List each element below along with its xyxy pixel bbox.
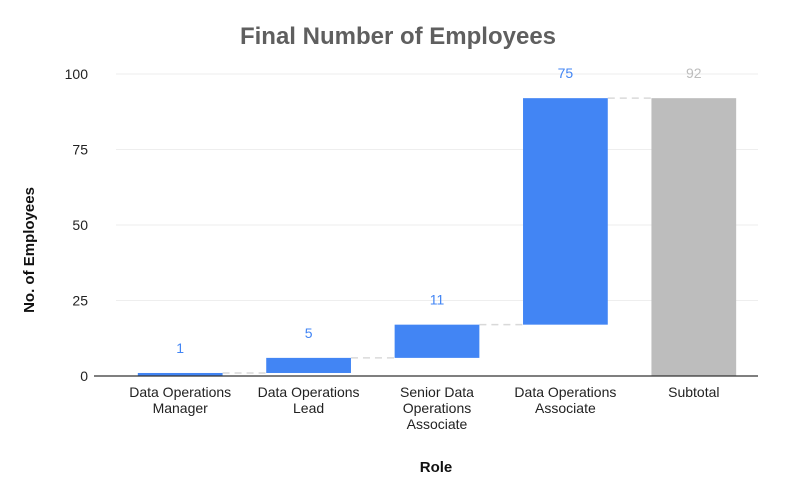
- y-axis-title: No. of Employees: [21, 187, 38, 313]
- x-tick-label: Data Operations Lead: [258, 384, 360, 416]
- bar: [651, 98, 737, 376]
- data-labels: 1 5 11 75 92: [176, 65, 701, 356]
- x-tick-label: Subtotal: [668, 384, 719, 400]
- x-tick-label: Data Operations Manager: [129, 384, 231, 416]
- bar: [266, 357, 351, 373]
- axes: 0 25 50 75 100 Data Operations Manager Data Ope…: [65, 66, 758, 432]
- bars: [137, 98, 737, 376]
- y-tick-label: 100: [65, 66, 89, 82]
- y-tick-label: 50: [72, 217, 88, 233]
- x-tick-label: Data Operations Associate: [514, 384, 616, 416]
- data-label: 92: [686, 65, 702, 81]
- bar: [394, 324, 480, 358]
- y-tick-label: 0: [80, 368, 88, 384]
- data-label: 1: [176, 340, 184, 356]
- data-label: 5: [305, 325, 313, 341]
- data-label: 75: [558, 65, 574, 81]
- x-tick-label: Senior Data Operations Associate: [400, 384, 474, 432]
- y-tick-label: 75: [72, 142, 88, 158]
- chart-title: Final Number of Employees: [240, 23, 556, 50]
- bar: [523, 98, 608, 325]
- connector-lines: [222, 97, 652, 374]
- y-tick-label: 25: [72, 293, 88, 309]
- data-label: 11: [430, 292, 445, 308]
- x-axis-title: Role: [420, 459, 453, 476]
- gridlines: [116, 73, 758, 301]
- bar: [137, 372, 223, 376]
